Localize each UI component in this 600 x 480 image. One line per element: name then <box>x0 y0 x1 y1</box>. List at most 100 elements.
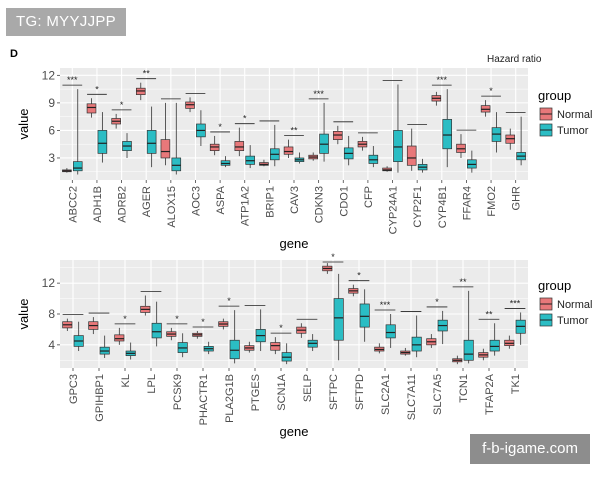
x-tick-label-cyp2f1: CYP2F1 <box>412 186 424 228</box>
significance-stars: ** <box>459 277 467 287</box>
x-tick-label-slc2a1: SLC2A1 <box>380 374 392 415</box>
significance-stars: *** <box>510 298 521 308</box>
y-tick-label: 9 <box>48 96 55 110</box>
x-tick-label-slc7a11: SLC7A11 <box>406 374 418 420</box>
box-normal <box>160 139 171 159</box>
box-normal <box>86 103 97 114</box>
significance-stars: * <box>218 122 222 132</box>
y-tick-label: 12 <box>42 276 56 290</box>
significance-stars: * <box>243 114 247 124</box>
box-normal <box>234 141 245 151</box>
box-normal <box>270 342 281 351</box>
significance-stars: * <box>279 323 283 333</box>
significance-stars: *** <box>380 300 391 310</box>
significance-stars: *** <box>437 75 448 85</box>
x-tick-label-adh1b: ADH1B <box>92 186 104 223</box>
legend-label-tumor: Tumor <box>557 315 589 327</box>
x-tick-label-cav3: CAV3 <box>289 186 301 214</box>
x-tick-label-pcsk9: PCSK9 <box>172 374 184 410</box>
panel-label: D <box>10 48 18 60</box>
x-tick-label-fmo2: FMO2 <box>486 186 498 217</box>
significance-stars: * <box>175 314 179 324</box>
box-tumor <box>393 130 403 162</box>
box-tumor <box>151 322 162 339</box>
y-tick-label: 8 <box>48 307 55 321</box>
x-tick-label-ptges: PTGES <box>250 374 262 411</box>
box-tumor <box>463 339 474 361</box>
box-tumor <box>97 130 108 154</box>
box-tumor <box>229 339 240 360</box>
significance-stars: * <box>331 252 335 262</box>
hazard-ratio-header: Hazard ratio <box>487 54 542 65</box>
x-tick-label-brip1: BRIP1 <box>264 186 276 218</box>
x-tick-label-aspa: ASPA <box>215 185 227 214</box>
x-tick-label-ffar4: FFAR4 <box>461 186 473 220</box>
x-tick-label-abcc2: ABCC2 <box>67 186 79 223</box>
legend-label-normal: Normal <box>557 299 592 311</box>
significance-stars: * <box>201 317 205 327</box>
box-normal <box>114 334 125 342</box>
significance-stars: * <box>435 297 439 307</box>
x-tick-label-tcn1: TCN1 <box>458 374 470 403</box>
significance-stars: ** <box>485 309 493 319</box>
x-tick-label-sftpd: SFTPD <box>354 374 366 410</box>
box-tumor <box>489 339 500 352</box>
box-tumor <box>72 161 83 172</box>
significance-stars: * <box>123 314 127 324</box>
significance-stars: ** <box>143 69 151 79</box>
x-axis-title: gene <box>280 424 309 439</box>
legend-title: group <box>538 278 571 293</box>
x-tick-label-phactr1: PHACTR1 <box>198 374 210 425</box>
significance-stars: * <box>120 100 124 110</box>
y-tick-label: 12 <box>42 68 56 82</box>
significance-stars: *** <box>67 75 78 85</box>
box-normal <box>283 146 294 155</box>
box-tumor <box>146 130 157 154</box>
significance-stars: * <box>357 271 361 281</box>
significance-stars: * <box>489 86 493 96</box>
x-tick-label-scn1a: SCN1A <box>276 373 288 410</box>
box-normal <box>406 145 417 166</box>
y-axis-title: value <box>16 298 31 329</box>
x-tick-label-tfap2a: TFAP2A <box>484 373 496 415</box>
y-tick-label: 6 <box>48 123 55 137</box>
y-tick-label: 4 <box>48 338 55 352</box>
x-tick-label-cyp4b1: CYP4B1 <box>437 186 449 228</box>
x-tick-label-cdkn3: CDKN3 <box>314 186 326 223</box>
x-tick-label-gpc3: GPC3 <box>68 374 80 404</box>
box-tumor <box>359 303 370 328</box>
x-tick-label-ager: AGER <box>141 186 153 217</box>
x-tick-label-cdo1: CDO1 <box>338 186 350 217</box>
x-tick-label-cfp: CFP <box>363 186 375 208</box>
x-tick-label-alox15: ALOX15 <box>166 186 178 228</box>
legend-title: group <box>538 88 571 103</box>
box-tumor <box>385 324 396 339</box>
x-tick-label-slc7a5: SLC7A5 <box>432 374 444 415</box>
telegram-watermark: TG: MYYJJPP <box>6 8 126 36</box>
x-tick-label-tk1: TK1 <box>510 374 522 394</box>
box-tumor <box>442 119 453 150</box>
significance-stars: ** <box>290 126 298 136</box>
x-tick-label-kl: KL <box>120 374 132 387</box>
x-tick-label-selp: SELP <box>302 374 314 402</box>
x-tick-label-sftpc: SFTPC <box>328 374 340 410</box>
x-tick-label-pla2g1b: PLA2G1B <box>224 374 236 423</box>
x-tick-label-aoc3: AOC3 <box>190 186 202 216</box>
chart-panel-2: 4 8 12 GPC3 GPIHBP1 * KL LPL * PCSK9 * PHACTR1 * PLA2… <box>16 252 592 439</box>
x-tick-label-lpl: LPL <box>146 374 158 394</box>
y-tick-label: 3 <box>48 151 55 165</box>
legend-label-tumor: Tumor <box>557 125 589 137</box>
box-tumor <box>171 157 182 172</box>
legend-label-normal: Normal <box>557 109 592 121</box>
y-axis-title: value <box>16 108 31 139</box>
x-tick-label-ghr: GHR <box>511 186 523 211</box>
box-tumor <box>333 298 344 341</box>
significance-stars: *** <box>313 89 324 99</box>
x-tick-label-atp1a2: ATP1A2 <box>240 186 252 226</box>
x-axis-title: gene <box>280 236 309 251</box>
x-tick-label-adrb2: ADRB2 <box>117 186 129 223</box>
x-tick-label-gpihbp1: GPIHBP1 <box>94 374 106 422</box>
significance-stars: * <box>95 84 99 94</box>
